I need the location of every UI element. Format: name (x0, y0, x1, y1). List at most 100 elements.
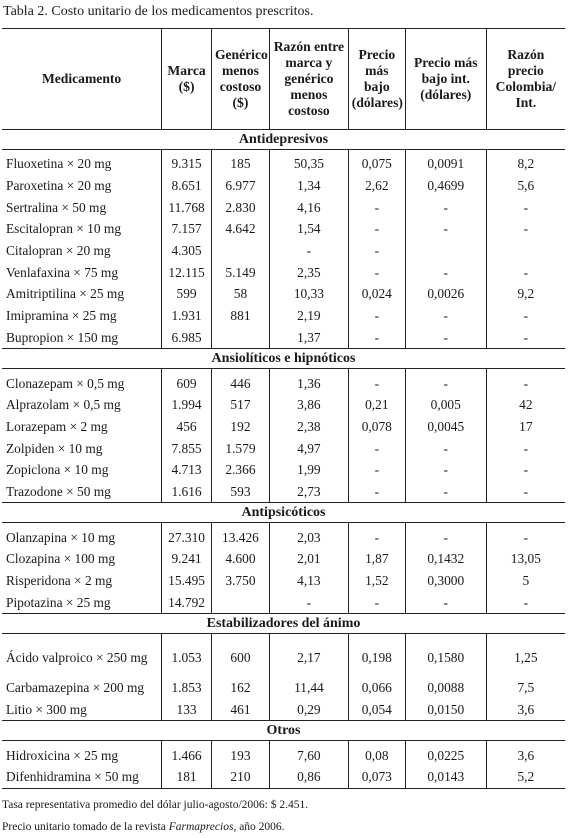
cell-marca: 1.853 (161, 677, 212, 699)
note-source-journal: Farmaprecios (168, 821, 234, 833)
cell-precio-bajo-int: 0,0225 (405, 740, 487, 767)
cell-razon: 3,86 (269, 393, 349, 416)
cell-generico: 461 (211, 698, 271, 721)
cell-razon-col-int: - (523, 308, 529, 324)
cell-medicamento: Risperidona × 2 mg (2, 569, 163, 592)
table-row: Lorazepam × 2 mg 456 192 2,38 0,078 0,0045 17 (2, 415, 565, 438)
table-row: Paroxetina × 20 mg 8.651 6.977 1,34 2,62 0,46… (2, 174, 565, 197)
table-row: Hidroxicina × 25 mg 1.466 193 7,60 0,08 0,022… (2, 740, 565, 767)
cell-razon: 2,19 (269, 304, 349, 327)
cell-razon-col-int: - (523, 440, 529, 456)
cell-marca: 4.713 (161, 458, 212, 481)
cell-marca: 1.931 (161, 304, 212, 327)
cell-razon-col-int: 3,6 (517, 702, 535, 718)
table-row: Trazodone × 50 mg 1.616 593 2,73- - - (2, 480, 565, 503)
cell-precio-bajo-int: - (405, 196, 487, 219)
cell-generico: 1.579 (211, 437, 271, 459)
cell-marca: 1.616 (161, 480, 212, 503)
cell-medicamento: Zolpiden × 10 mg (2, 437, 163, 459)
cell-marca: 181 (161, 766, 212, 789)
cell-razon: 2,01 (269, 548, 349, 570)
table-row: Venlafaxina × 75 mg 12.115 5.149 2,35- - - (2, 261, 565, 284)
cell-razon-col-int: - (523, 375, 529, 391)
section-title: Estabilizadores del ánimo (2, 613, 565, 635)
header-razon-colombia-int: Razón precio Colombia/ Int. (486, 28, 565, 130)
section-title: Antidepresivos (2, 129, 565, 150)
cell-precio-bajo: 1,52 (348, 569, 406, 592)
table-row: Clozapina × 100 mg 9.241 4.600 2,01 1,87 0,14… (2, 548, 565, 570)
cell-precio-bajo: 1,87 (348, 548, 406, 570)
cell-marca: 6.985 (161, 326, 212, 349)
cell-razon: - (269, 239, 349, 262)
cell-razon: - (269, 591, 349, 614)
cell-generico: 3.750 (211, 569, 271, 592)
cell-generico: 593 (211, 480, 271, 503)
cell-razon: 2,03 (269, 522, 349, 548)
cell-medicamento: Hidroxicina × 25 mg (2, 740, 163, 767)
cell-medicamento: Clozapina × 100 mg (2, 548, 163, 570)
cell-medicamento: Olanzapina × 10 mg (2, 522, 163, 548)
section-title: Ansiolíticos e hipnóticos (2, 348, 565, 370)
cell-medicamento: Citalopran × 20 mg (2, 239, 163, 262)
cell-generico: 4.600 (211, 548, 271, 570)
cell-precio-bajo-int: 0,005 (405, 393, 487, 416)
cell-precio-bajo-int: 0,0143 (405, 766, 487, 789)
cell-marca: 599 (161, 283, 212, 305)
header-precio-bajo-int: Precio más bajo int. (dólares) (405, 28, 487, 130)
cell-precio-bajo-int: - (405, 261, 487, 284)
cell-marca: 7.157 (161, 218, 212, 240)
cell-razon-col-int: 7,5 (517, 680, 535, 696)
section-title: Otros (2, 720, 565, 742)
cell-precio-bajo: - (348, 437, 406, 459)
cell-precio-bajo: 2,62 (348, 174, 406, 197)
cell-precio-bajo-int: - (405, 591, 487, 614)
cell-medicamento: Sertralina × 50 mg (2, 196, 163, 219)
cell-precio-bajo-int: - (405, 218, 487, 240)
cell-razon: 50,35 (269, 149, 349, 175)
cell-razon: 2,38 (269, 415, 349, 438)
cell-precio-bajo: - (348, 591, 406, 614)
cell-marca: 9.315 (161, 149, 212, 175)
cell-precio-bajo-int: 0,4699 (405, 174, 487, 197)
header-precio-bajo: Precio más bajo (dólares) (348, 28, 406, 130)
cell-razon: 0,29 (269, 698, 349, 721)
cell-razon: 1,37 (269, 326, 349, 349)
cell-marca: 27.310 (161, 522, 212, 548)
cell-precio-bajo: - (348, 304, 406, 327)
drug-cost-table: Medicamento Marca ($) Genérico menos cos… (2, 28, 565, 789)
cell-razon: 2,35 (269, 261, 349, 284)
cell-precio-bajo: 0,198 (348, 633, 406, 678)
cell-razon: 11,44 (269, 677, 349, 699)
cell-precio-bajo-int (405, 239, 487, 262)
section-title: Antipsicóticos (2, 502, 565, 524)
header-razon-marca-generico: Razón entre marca y genérico menos costo… (269, 28, 349, 130)
cell-generico (211, 326, 271, 349)
note-exchange-rate: Tasa representativa promedio del dólar j… (2, 799, 309, 811)
cell-precio-bajo: - (348, 458, 406, 481)
cell-precio-bajo-int: 0,0026 (405, 283, 487, 305)
cell-generico: 6.977 (211, 174, 271, 197)
cell-medicamento: Escitalopran × 10 mg (2, 218, 163, 240)
cell-razon-col-int: 3,6 (517, 747, 535, 763)
cell-medicamento: Alprazolam × 0,5 mg (2, 393, 163, 416)
cell-generico: 193 (211, 740, 271, 767)
cell-razon: 4,97 (269, 437, 349, 459)
cell-precio-bajo: - (348, 218, 406, 240)
cell-generico: 210 (211, 766, 271, 789)
cell-marca: 1.466 (161, 740, 212, 767)
cell-marca: 15.495 (161, 569, 212, 592)
cell-precio-bajo-int: - (405, 480, 487, 503)
cell-precio-bajo: 0,21 (348, 393, 406, 416)
cell-generico: 5.149 (211, 261, 271, 284)
cell-marca: 1.053 (161, 633, 212, 678)
cell-medicamento: Bupropion × 150 mg (2, 326, 163, 349)
cell-generico: 881 (211, 304, 271, 327)
note-source-prefix: Precio unitario tomado de la revista (2, 821, 169, 833)
header-generico: Genérico menos costoso ($) (211, 28, 271, 130)
table-body: Antidepresivos Fluoxetina × 20 mg 9.315 185… (2, 129, 565, 789)
cell-marca: 12.115 (161, 261, 212, 284)
cell-razon: 10,33 (269, 283, 349, 305)
cell-medicamento: Difenhidramina × 50 mg (2, 766, 163, 789)
cell-medicamento: Litio × 300 mg (2, 698, 163, 721)
cell-generico: 517 (211, 393, 271, 416)
